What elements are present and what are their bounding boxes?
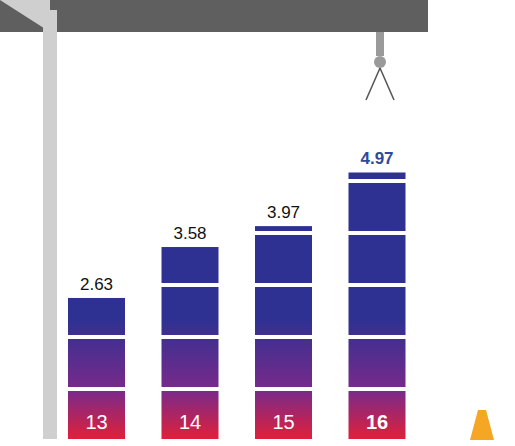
svg-text:16: 16 [366, 411, 388, 433]
svg-text:15: 15 [272, 411, 294, 433]
svg-text:13: 13 [85, 411, 107, 433]
svg-text:3.97: 3.97 [267, 203, 300, 222]
svg-text:4.97: 4.97 [360, 149, 393, 168]
svg-text:3.58: 3.58 [173, 224, 206, 243]
svg-text:2.63: 2.63 [80, 275, 113, 294]
svg-text:14: 14 [179, 411, 201, 433]
